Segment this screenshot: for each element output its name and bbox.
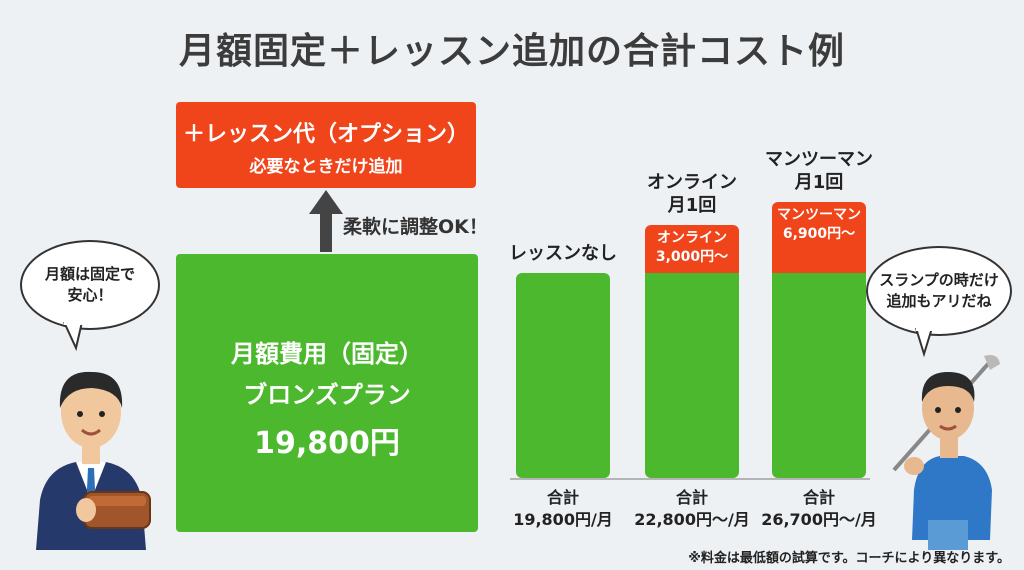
fixed-box-line3: 19,800円: [254, 426, 400, 461]
bubble-right-tail-icon: [915, 328, 934, 358]
businessman-illustration-icon: [36, 371, 151, 550]
lesson-segment-value: 3,000円〜: [655, 249, 729, 266]
fixed-box-line1: 月額費用（固定）: [231, 340, 423, 368]
golfer-illustration-icon: [892, 355, 1000, 550]
bar-total-label: 合計 26,700円〜/月: [761, 488, 877, 529]
bar-category-label: オンライン 月1回: [647, 172, 737, 217]
option-box-line2: 必要なときだけ追加: [249, 157, 403, 177]
option-lesson-box: ＋レッスン代（オプション） 必要なときだけ追加: [176, 102, 476, 188]
bar-segment-base: [516, 273, 610, 478]
bubble-left-line1: 月額は固定で: [44, 265, 135, 283]
bar-category-label: レッスンなし: [509, 243, 617, 265]
bar-1: [516, 273, 610, 478]
bubble-right-line1: スランプの時だけ: [879, 271, 999, 289]
bubble-right-line2: 追加もアリだね: [886, 292, 992, 310]
lesson-segment-value: 6,900円〜: [782, 225, 856, 242]
bar-segment-base: [645, 273, 739, 478]
speech-bubble-right: スランプの時だけ 追加もアリだね: [866, 246, 1012, 336]
page-title: 月額固定＋レッスン追加の合計コスト例: [178, 31, 845, 72]
bar-segment-base: [772, 273, 866, 478]
bar-2: オンライン 3,000円〜: [645, 225, 739, 478]
lesson-segment-label: マンツーマン: [777, 206, 861, 223]
bubble-left-tail-icon: [63, 322, 84, 352]
lesson-segment-label: オンライン: [657, 230, 727, 247]
bar-segment-lesson: マンツーマン 6,900円〜: [772, 201, 866, 274]
chart-baseline: [510, 478, 870, 480]
up-arrow-icon: [309, 190, 343, 214]
footnote: ※料金は最低額の試算です。コーチにより異なります。: [688, 551, 1010, 566]
adjust-label: 柔軟に調整OK！: [343, 216, 488, 238]
speech-bubble-left: 月額は固定で 安心！: [20, 240, 160, 330]
bar-total-label: 合計 19,800円/月: [513, 488, 613, 529]
fixed-fee-box: 月額費用（固定） ブロンズプラン 19,800円: [176, 254, 478, 532]
fixed-box-line2: ブロンズプラン: [243, 381, 411, 409]
bar-category-label: マンツーマン 月1回: [765, 148, 873, 193]
bar-total-label: 合計 22,800円〜/月: [634, 488, 750, 529]
option-box-line1: ＋レッスン代（オプション）: [182, 122, 469, 147]
up-arrow-shaft: [320, 212, 332, 252]
bubble-left-line2: 安心！: [67, 286, 113, 304]
bar-segment-lesson: オンライン 3,000円〜: [645, 225, 739, 274]
bar-3: マンツーマン 6,900円〜: [772, 201, 866, 478]
